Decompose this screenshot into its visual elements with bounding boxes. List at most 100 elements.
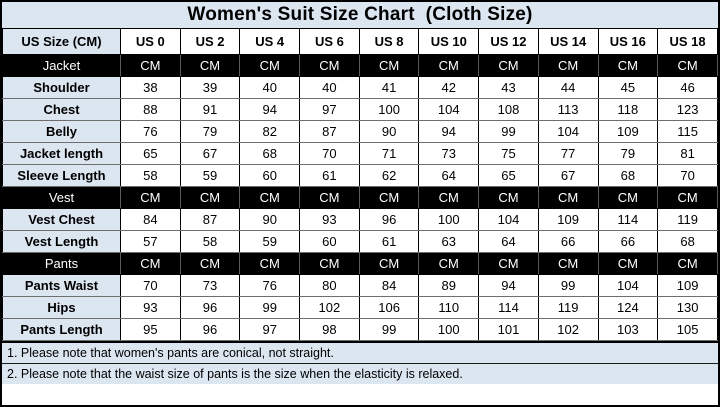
size-header-cell: US 8 xyxy=(358,29,420,55)
row-label: Hips xyxy=(2,295,121,319)
value-cell: 62 xyxy=(358,163,420,187)
value-cell: 44 xyxy=(537,75,599,99)
unit-cell: CM xyxy=(299,53,360,77)
value-cell: 59 xyxy=(239,229,301,253)
section-row: Pants CM CM CM CM CM CM CM CM CM CM xyxy=(2,251,718,275)
value-cell: 84 xyxy=(120,207,181,231)
value-cell: 40 xyxy=(239,75,301,99)
value-cell: 71 xyxy=(358,141,420,165)
unit-cell: CM xyxy=(179,251,241,275)
measure-row: Belly 76 79 82 87 90 94 99 104 109 115 xyxy=(2,119,718,143)
value-cell: 90 xyxy=(239,207,301,231)
unit-cell: CM xyxy=(597,185,659,209)
value-cell: 65 xyxy=(120,141,181,165)
value-cell: 97 xyxy=(299,97,360,121)
value-cell: 100 xyxy=(358,97,420,121)
value-cell: 61 xyxy=(358,229,420,253)
value-cell: 58 xyxy=(120,163,181,187)
value-cell: 99 xyxy=(239,295,301,319)
value-cell: 93 xyxy=(120,295,181,319)
unit-cell: CM xyxy=(478,251,539,275)
value-cell: 102 xyxy=(537,317,599,341)
unit-cell: CM xyxy=(657,251,718,275)
unit-cell: CM xyxy=(358,185,420,209)
value-cell: 96 xyxy=(179,295,241,319)
unit-cell: CM xyxy=(657,185,718,209)
size-table: US Size (CM) US 0 US 2 US 4 US 6 US 8 US 10 US … xyxy=(2,29,718,341)
unit-cell: CM xyxy=(418,251,480,275)
value-cell: 97 xyxy=(239,317,301,341)
row-label: Chest xyxy=(2,97,121,121)
value-cell: 96 xyxy=(358,207,420,231)
unit-cell: CM xyxy=(597,251,659,275)
value-cell: 38 xyxy=(120,75,181,99)
measure-row: Shoulder 38 39 40 40 41 42 43 44 45 46 xyxy=(2,75,718,99)
value-cell: 113 xyxy=(537,97,599,121)
size-header-cell: US 14 xyxy=(537,29,599,55)
value-cell: 104 xyxy=(418,97,480,121)
unit-cell: CM xyxy=(537,185,599,209)
unit-cell: CM xyxy=(418,53,480,77)
size-header-cell: US 2 xyxy=(179,29,241,55)
value-cell: 102 xyxy=(299,295,360,319)
value-cell: 124 xyxy=(597,295,659,319)
value-cell: 68 xyxy=(657,229,718,253)
value-cell: 76 xyxy=(120,119,181,143)
value-cell: 90 xyxy=(358,119,420,143)
value-cell: 109 xyxy=(657,273,718,297)
value-cell: 65 xyxy=(478,163,539,187)
value-cell: 63 xyxy=(418,229,480,253)
value-cell: 64 xyxy=(478,229,539,253)
row-label: Vest Length xyxy=(2,229,121,253)
value-cell: 101 xyxy=(478,317,539,341)
value-cell: 41 xyxy=(358,75,420,99)
row-label: Pants xyxy=(2,251,121,275)
value-cell: 75 xyxy=(478,141,539,165)
value-cell: 66 xyxy=(597,229,659,253)
unit-cell: CM xyxy=(358,53,420,77)
value-cell: 60 xyxy=(239,163,301,187)
corner-header-cell: US Size (CM) xyxy=(2,29,121,55)
value-cell: 104 xyxy=(478,207,539,231)
value-cell: 45 xyxy=(597,75,659,99)
section-row: Jacket CM CM CM CM CM CM CM CM CM CM xyxy=(2,53,718,77)
unit-cell: CM xyxy=(657,53,718,77)
value-cell: 105 xyxy=(657,317,718,341)
unit-cell: CM xyxy=(120,53,181,77)
row-label: Belly xyxy=(2,119,121,143)
value-cell: 103 xyxy=(597,317,659,341)
unit-cell: CM xyxy=(239,251,301,275)
value-cell: 67 xyxy=(537,163,599,187)
value-cell: 99 xyxy=(478,119,539,143)
value-cell: 79 xyxy=(179,119,241,143)
section-row: Vest CM CM CM CM CM CM CM CM CM CM xyxy=(2,185,718,209)
footnote-1: 1. Please note that women's pants are co… xyxy=(2,342,718,363)
value-cell: 109 xyxy=(537,207,599,231)
unit-cell: CM xyxy=(299,251,360,275)
value-cell: 81 xyxy=(657,141,718,165)
footnotes: 1. Please note that women's pants are co… xyxy=(2,340,718,384)
unit-cell: CM xyxy=(478,185,539,209)
value-cell: 68 xyxy=(239,141,301,165)
value-cell: 42 xyxy=(418,75,480,99)
row-label: Vest xyxy=(2,185,121,209)
size-header-cell: US 4 xyxy=(239,29,301,55)
measure-row: Vest Length 57 58 59 60 61 63 64 66 66 68 xyxy=(2,229,718,253)
value-cell: 104 xyxy=(597,273,659,297)
unit-cell: CM xyxy=(239,185,301,209)
unit-cell: CM xyxy=(120,185,181,209)
value-cell: 57 xyxy=(120,229,181,253)
value-cell: 89 xyxy=(418,273,480,297)
size-header-cell: US 18 xyxy=(657,29,718,55)
unit-cell: CM xyxy=(179,53,241,77)
unit-cell: CM xyxy=(299,185,360,209)
measure-row: Pants Length 95 96 97 98 99 100 101 102 103 105 xyxy=(2,317,718,341)
footnote-2: 2. Please note that the waist size of pa… xyxy=(2,362,718,384)
value-cell: 79 xyxy=(597,141,659,165)
value-cell: 119 xyxy=(537,295,599,319)
row-label: Jacket length xyxy=(2,141,121,165)
row-label: Pants Length xyxy=(2,317,121,341)
value-cell: 96 xyxy=(179,317,241,341)
value-cell: 95 xyxy=(120,317,181,341)
